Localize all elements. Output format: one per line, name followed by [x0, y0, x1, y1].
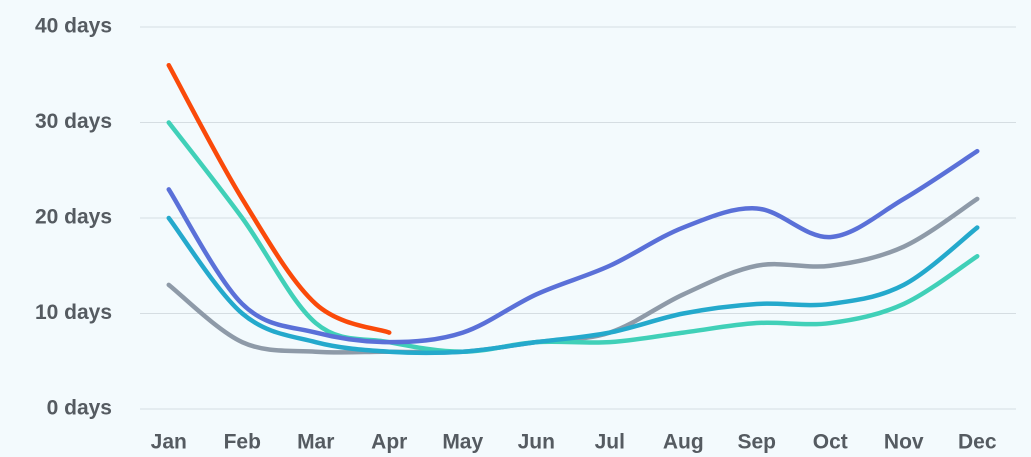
x-tick-label: Dec	[958, 431, 997, 454]
x-tick-label: Jan	[151, 431, 187, 454]
x-tick-label: May	[442, 431, 483, 454]
series-line	[166, 62, 392, 335]
series-line	[166, 120, 980, 354]
y-tick-label: 10 days	[35, 301, 112, 324]
y-tick-label: 20 days	[35, 206, 112, 229]
x-tick-label: Mar	[297, 431, 334, 454]
x-tick-label: Sep	[737, 431, 776, 454]
series-line	[166, 148, 980, 345]
x-tick-label: Aug	[663, 431, 704, 454]
y-tick-label: 0 days	[47, 397, 112, 420]
series-line	[166, 215, 980, 356]
y-tick-label: 30 days	[35, 110, 112, 133]
x-tick-label: Apr	[371, 431, 407, 454]
x-tick-label: Jul	[595, 431, 625, 454]
x-tick-label: Feb	[224, 431, 261, 454]
y-tick-label: 40 days	[35, 15, 112, 38]
x-tick-label: Nov	[884, 431, 924, 454]
x-tick-label: Jun	[518, 431, 555, 454]
x-tick-label: Oct	[813, 431, 848, 454]
